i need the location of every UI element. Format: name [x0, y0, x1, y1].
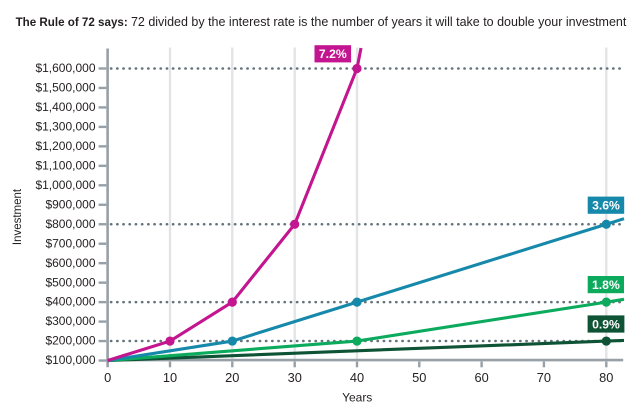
svg-text:60: 60 — [474, 370, 488, 385]
svg-text:50: 50 — [412, 370, 426, 385]
svg-text:$1,000,000: $1,000,000 — [35, 178, 95, 192]
svg-text:$1,100,000: $1,100,000 — [35, 158, 95, 172]
svg-text:$1,600,000: $1,600,000 — [35, 61, 95, 75]
svg-text:Years: Years — [342, 390, 372, 404]
svg-text:$1,200,000: $1,200,000 — [35, 139, 95, 153]
svg-text:Investment: Investment — [12, 188, 24, 245]
svg-text:$1,500,000: $1,500,000 — [35, 81, 95, 95]
svg-text:80: 80 — [599, 370, 613, 385]
svg-text:70: 70 — [537, 370, 551, 385]
svg-text:$800,000: $800,000 — [45, 217, 95, 231]
svg-text:10: 10 — [163, 370, 177, 385]
svg-text:$500,000: $500,000 — [45, 275, 95, 289]
svg-text:30: 30 — [288, 370, 302, 385]
svg-text:$1,300,000: $1,300,000 — [35, 119, 95, 133]
svg-text:$200,000: $200,000 — [45, 334, 95, 348]
svg-text:$300,000: $300,000 — [45, 314, 95, 328]
svg-text:1.8%: 1.8% — [592, 278, 620, 292]
svg-text:$100,000: $100,000 — [45, 353, 95, 367]
svg-text:0.9%: 0.9% — [592, 317, 620, 331]
svg-text:$600,000: $600,000 — [45, 256, 95, 270]
svg-text:$700,000: $700,000 — [45, 236, 95, 250]
svg-text:$900,000: $900,000 — [45, 197, 95, 211]
svg-text:20: 20 — [225, 370, 239, 385]
svg-text:7.2%: 7.2% — [319, 47, 347, 61]
svg-text:3.6%: 3.6% — [592, 199, 620, 213]
svg-text:40: 40 — [350, 370, 364, 385]
svg-text:$1,400,000: $1,400,000 — [35, 100, 95, 114]
svg-text:0: 0 — [104, 370, 111, 385]
svg-text:$400,000: $400,000 — [45, 295, 95, 309]
